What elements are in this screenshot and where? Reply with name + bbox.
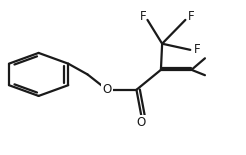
Text: F: F xyxy=(194,43,200,56)
Text: F: F xyxy=(140,10,146,23)
Text: O: O xyxy=(137,116,146,129)
Text: O: O xyxy=(103,83,112,96)
Text: F: F xyxy=(187,10,194,23)
